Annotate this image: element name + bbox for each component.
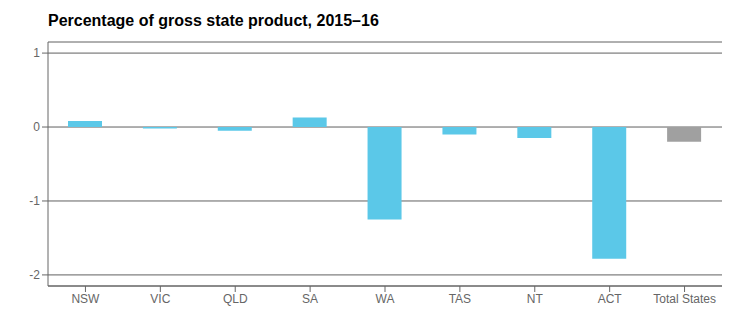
svg-text:VIC: VIC <box>150 292 170 306</box>
svg-text:1: 1 <box>33 46 40 60</box>
svg-text:NSW: NSW <box>71 292 100 306</box>
svg-text:TAS: TAS <box>449 292 471 306</box>
svg-text:SA: SA <box>302 292 318 306</box>
svg-text:QLD: QLD <box>223 292 248 306</box>
svg-text:-1: -1 <box>29 194 40 208</box>
svg-text:WA: WA <box>376 292 395 306</box>
svg-text:-2: -2 <box>29 268 40 282</box>
svg-text:0: 0 <box>33 120 40 134</box>
svg-text:ACT: ACT <box>598 292 623 306</box>
svg-text:NT: NT <box>527 292 544 306</box>
svg-text:Total States: Total States <box>653 292 716 306</box>
html-text:Percentage of gross state prod: Percentage of gross state product, 2015–… <box>48 12 379 29</box>
